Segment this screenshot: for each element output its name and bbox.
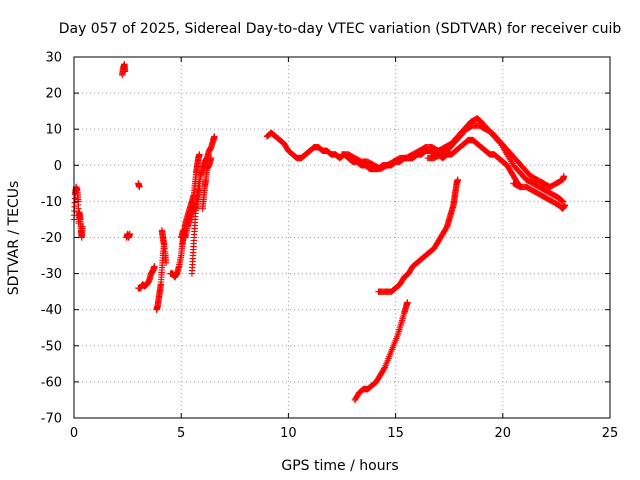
data-point [454,176,461,183]
x-tick-label: 20 [495,426,512,441]
data-point [560,172,568,180]
data-point [121,68,129,75]
x-tick-label: 0 [70,426,78,441]
data-point [126,230,133,238]
y-tick-label: -20 [41,231,62,246]
chart-title: Day 057 of 2025, Sidereal Day-to-day VTE… [59,21,622,37]
data-point [211,133,218,140]
y-tick-label: 30 [45,51,62,66]
data-point [151,263,158,270]
points-group [70,61,569,404]
y-axis-title: SDTVAR / TECUs [6,181,22,296]
x-tick-labels: 0 5 10 15 20 25 [70,426,618,441]
x-tick-label: 25 [602,426,619,441]
data-point [79,223,86,230]
y-tick-label: -30 [41,267,62,282]
data-point [404,299,411,306]
y-tick-label: -60 [41,375,62,390]
y-tick-label: -10 [41,195,62,210]
y-tick-label: 0 [54,159,62,174]
y-tick-label: 20 [45,87,62,102]
data-point [558,196,565,204]
y-tick-labels: -70 -60 -50 -40 -30 -20 -10 0 10 20 30 [41,51,62,427]
y-tick-label: -70 [41,412,62,427]
data-point [162,259,170,266]
gridlines [74,57,610,418]
tick-marks [73,56,611,419]
x-tick-label: 10 [280,426,297,441]
x-tick-label: 15 [387,426,404,441]
data-point [196,151,203,158]
x-axis-title: GPS time / hours [281,458,398,474]
data-point [380,365,388,372]
y-tick-label: -50 [41,339,62,354]
y-tick-label: -40 [41,303,62,318]
y-tick-label: 10 [45,123,62,138]
data-point [208,154,215,162]
x-tick-label: 5 [177,426,185,441]
data-point [136,183,143,191]
data-point [561,201,569,209]
data-point [559,198,567,205]
data-point [558,197,566,204]
